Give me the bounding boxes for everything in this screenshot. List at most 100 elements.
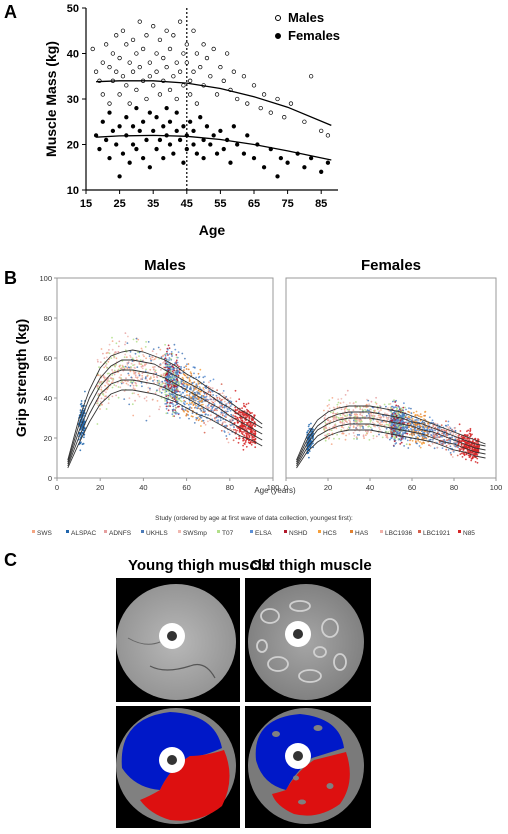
females-point xyxy=(433,432,436,435)
females-point xyxy=(398,406,400,408)
male-point xyxy=(211,46,216,52)
female-point xyxy=(117,174,122,179)
females-point xyxy=(446,439,449,442)
females-point xyxy=(428,429,431,431)
males-point xyxy=(147,386,150,389)
males-point xyxy=(199,408,202,410)
females-point xyxy=(364,415,366,418)
males-point xyxy=(192,382,194,384)
female-point xyxy=(154,146,159,152)
females-point xyxy=(452,450,455,453)
males-point xyxy=(232,408,235,411)
females-point xyxy=(349,402,351,404)
males-point xyxy=(244,441,247,443)
males-point xyxy=(243,439,246,441)
female-point xyxy=(100,119,105,124)
females-point xyxy=(389,403,392,405)
males-point xyxy=(115,384,117,387)
females-point xyxy=(355,420,358,422)
males-point xyxy=(165,358,168,361)
males-point xyxy=(178,405,180,408)
males-point xyxy=(107,396,110,399)
females-point xyxy=(375,402,378,405)
females-point xyxy=(368,409,370,412)
females-point xyxy=(333,437,335,440)
males-point xyxy=(252,429,255,432)
males-point xyxy=(149,368,152,371)
females-point xyxy=(356,424,359,427)
male-point xyxy=(110,51,116,56)
male-point xyxy=(194,51,200,56)
males-point xyxy=(176,372,179,375)
females-point xyxy=(308,428,311,430)
females-point xyxy=(330,411,332,414)
males-point xyxy=(133,366,136,369)
females-point xyxy=(419,413,422,415)
females-point xyxy=(350,412,353,414)
males-point xyxy=(236,417,239,419)
females-point xyxy=(447,448,450,451)
legend-label-has: HAS xyxy=(355,530,369,537)
males-point xyxy=(123,356,126,359)
females-point xyxy=(423,442,425,445)
males-point xyxy=(127,383,130,386)
females-point xyxy=(449,427,452,430)
females-point xyxy=(436,437,438,439)
females-point xyxy=(355,418,358,420)
females-point xyxy=(335,416,338,418)
female-point xyxy=(218,128,223,134)
females-point xyxy=(416,436,419,439)
males-point xyxy=(221,398,223,401)
males-x-tick-label: 80 xyxy=(226,483,234,492)
male-point xyxy=(117,92,122,97)
males-point xyxy=(159,405,161,408)
legend-label-n85: N85 xyxy=(463,530,475,537)
females-point xyxy=(418,445,421,447)
females-point xyxy=(308,456,310,459)
males-point xyxy=(155,353,158,355)
females-point xyxy=(393,440,396,443)
females-point xyxy=(477,439,480,441)
males-point xyxy=(113,369,116,372)
males-point xyxy=(147,341,150,343)
females-point xyxy=(394,443,397,445)
females-point xyxy=(421,425,424,428)
males-point xyxy=(114,365,116,368)
males-point xyxy=(127,335,129,338)
old-thigh-title: Old thigh muscle xyxy=(250,557,372,574)
legend-swatch-t07 xyxy=(217,530,220,533)
females-point xyxy=(457,446,459,449)
female-point xyxy=(147,165,152,170)
females-point xyxy=(401,414,404,416)
female-point xyxy=(251,155,257,161)
males-point xyxy=(163,382,165,385)
females-point xyxy=(415,419,418,421)
males-point xyxy=(128,367,131,370)
females-point xyxy=(345,434,347,437)
males-point xyxy=(168,375,171,377)
males-point xyxy=(174,389,176,391)
males-point xyxy=(247,434,250,436)
males-point xyxy=(221,414,224,417)
males-point xyxy=(185,365,187,368)
males-point xyxy=(133,363,136,366)
males-point xyxy=(204,375,206,378)
males-point xyxy=(169,401,172,404)
males-point xyxy=(187,363,190,365)
males-point xyxy=(100,397,103,400)
males-point xyxy=(153,376,155,378)
females-point xyxy=(367,412,370,415)
females-point xyxy=(383,403,386,406)
legend-swatch-alspac xyxy=(66,530,69,533)
legend-label-elsa: ELSA xyxy=(255,530,272,537)
males-point xyxy=(104,395,106,398)
male-point xyxy=(144,96,149,102)
males-point xyxy=(82,429,85,432)
females-point xyxy=(478,445,481,448)
females-point xyxy=(462,439,464,442)
females-point xyxy=(328,407,331,410)
females-point xyxy=(365,434,367,436)
males-point xyxy=(115,394,117,397)
males-point xyxy=(174,409,177,411)
males-point xyxy=(156,376,159,379)
